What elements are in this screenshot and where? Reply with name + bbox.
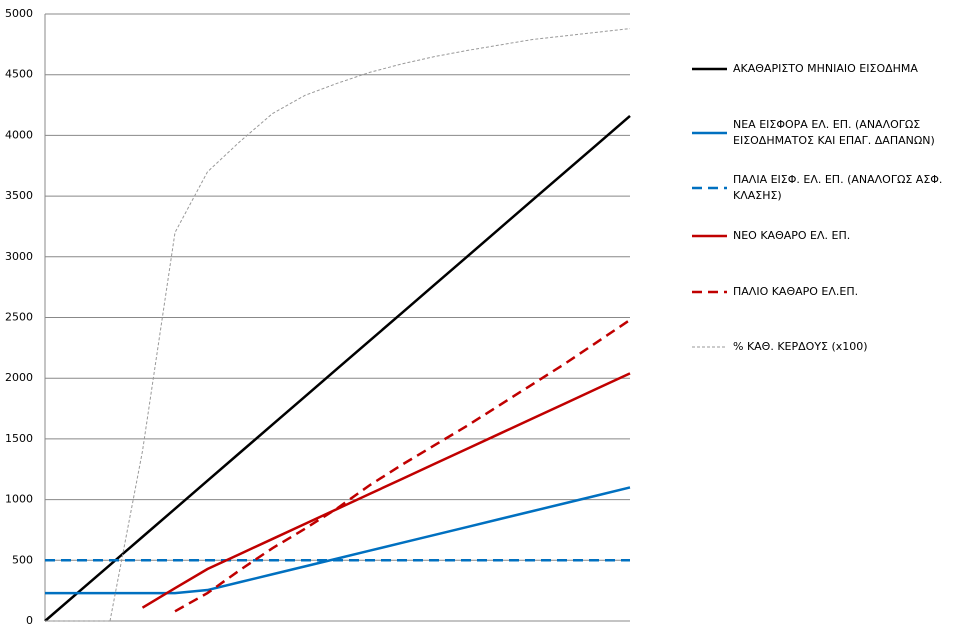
- y-tick-label: 4500: [5, 68, 33, 81]
- series-line: [44, 115, 631, 622]
- series-line: [45, 28, 631, 622]
- legend-label: ΝΕΟ ΚΑΘΑΡΟ ΕΛ. ΕΠ.: [733, 229, 851, 242]
- legend-label: ΝΕΑ ΕΙΣΦΟΡΑ ΕΛ. ΕΠ. (ΑΝΑΛΟΓΩΣ ΕΙΣΟΔΗΜΑΤΟ…: [733, 118, 935, 147]
- legend-label: ΠΑΛΙΑ ΕΙΣΦ. ΕΛ. ΕΠ. (ΑΝΑΛΟΓΩΣ ΑΣΦ. ΚΛΑΣΗ…: [733, 173, 943, 202]
- y-tick-label: 3500: [5, 189, 33, 202]
- y-tick-label: 0: [26, 614, 33, 627]
- y-tick-label: 5000: [5, 7, 33, 20]
- legend-label: % ΚΑΘ. ΚΕΡΔΟΥΣ (x100): [733, 340, 868, 353]
- y-tick-label: 2500: [5, 311, 33, 324]
- series-line: [174, 318, 631, 613]
- legend-label: ΠΑΛΙΟ ΚΑΘΑΡΟ ΕΛ.ΕΠ.: [733, 285, 859, 298]
- legend-label: ΑΚΑΘΑΡΙΣΤΟ ΜΗΝΙΑΙΟ ΕΙΣΟΔΗΜΑ: [733, 62, 918, 75]
- series-line: [141, 372, 631, 609]
- series-line: [45, 486, 631, 595]
- y-tick-label: 500: [12, 553, 33, 566]
- y-tick-label: 1500: [5, 432, 33, 445]
- y-tick-label: 4000: [5, 128, 33, 141]
- y-tick-label: 1000: [5, 493, 33, 506]
- y-tick-label: 2000: [5, 371, 33, 384]
- y-tick-label: 3000: [5, 250, 33, 263]
